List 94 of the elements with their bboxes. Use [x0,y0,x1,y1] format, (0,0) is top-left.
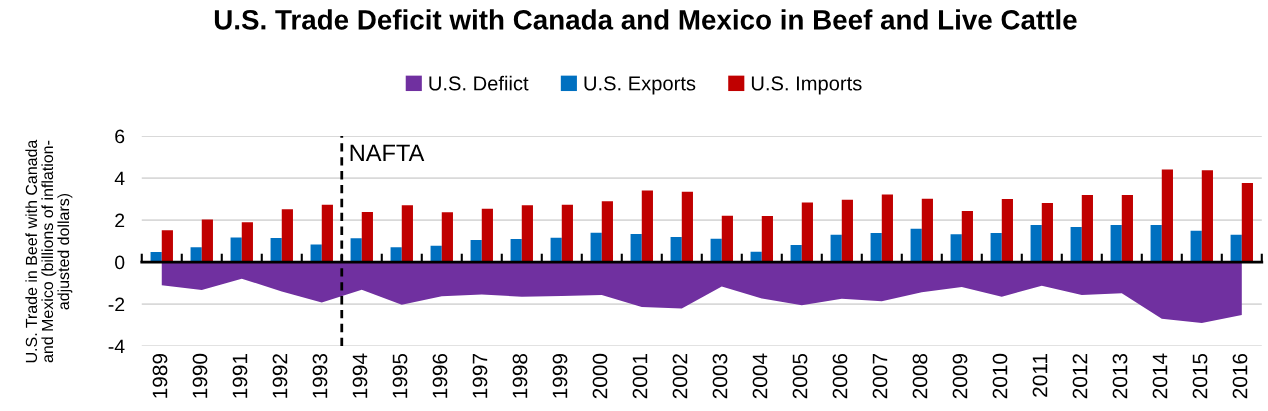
x-tick-label: 2013 [1112,353,1128,399]
bar [1110,225,1122,263]
x-tick-label: 2002 [672,354,688,399]
bar [1081,195,1093,263]
x-tick-label: 2016 [1232,353,1248,399]
bar [190,247,202,263]
x-tick-label: 2015 [1192,353,1208,399]
bar [201,219,213,263]
x-tick-label: 2005 [792,353,808,399]
x-tick-label: 1992 [272,354,288,398]
bar [550,237,562,263]
x-tick-label: 1993 [312,353,328,398]
legend-label: U.S. Imports [751,76,862,95]
bar [161,230,173,263]
bar [830,234,842,263]
bar [801,202,813,263]
bar [681,191,693,263]
bar [670,237,682,263]
bar [281,209,293,263]
x-tick-label: 2004 [752,353,768,399]
x-tick-label: 1995 [392,353,408,398]
bar [721,215,733,263]
bar [630,234,642,263]
bar [590,232,602,263]
bar [310,244,322,263]
bar [870,233,882,263]
bar [241,222,253,263]
x-tick-label: 1996 [432,353,448,398]
x-tick-label: 2007 [872,354,888,399]
bar [1201,170,1213,263]
x-tick-label: 1997 [472,354,488,398]
bar [390,247,402,263]
bar [470,240,482,263]
bar [910,228,922,263]
x-tick-label: 2014 [1152,353,1168,399]
bar [841,199,853,263]
x-tick-label: 2003 [712,353,728,399]
bar [881,194,893,263]
x-tick-label: 1989 [152,353,168,398]
x-tick-label: 2009 [952,353,968,399]
bar [1001,199,1013,263]
x-tick-label: 1994 [352,353,368,398]
y-tick-label: 4 [114,171,125,186]
bar [950,234,962,263]
bar [270,238,282,263]
y-axis-title: U.S. Trade in Beef with Canada and Mexico (billions of inflation- adjusted dollars) [25,139,73,363]
bar [761,216,773,263]
bar [790,245,802,263]
chart-title: U.S. Trade Deficit with Canada and Mexico in Beef and Live Cattle [214,9,1077,30]
y-tick-label: 2 [115,213,125,228]
bar [481,208,493,263]
bar [1150,225,1162,263]
y-tick-label: 0 [115,255,125,270]
x-tick-label: 2006 [832,353,848,399]
bar [521,205,533,263]
bar [1230,234,1242,263]
x-tick-label: 2010 [992,353,1008,399]
bar [601,201,613,263]
x-tick-label: 1999 [552,353,568,398]
bar [321,204,333,263]
bar [361,212,373,263]
bar [921,198,933,263]
x-tick-label: 2012 [1072,354,1088,399]
bar [1190,230,1202,263]
bar [1121,195,1133,263]
bar [1241,183,1253,263]
bar [1041,203,1053,263]
bar [510,238,522,263]
bar [990,233,1002,263]
x-tick-label: 1990 [192,353,208,398]
x-tick-label: 2001 [632,354,648,399]
x-tick-label: 2000 [592,353,608,399]
bar [1030,225,1042,263]
bar [710,238,722,263]
bar [561,204,573,263]
x-tick-label: 1998 [512,353,528,398]
y-tick-label: -2 [108,297,125,312]
bar [961,211,973,263]
legend-label: U.S. Defiict [429,75,529,91]
bar [430,245,442,263]
y-tick-label: 6 [115,129,125,144]
x-tick-label: 1991 [232,354,248,398]
bar [441,212,453,263]
bar [350,238,362,263]
x-tick-label: 2011 [1032,354,1048,397]
bar [1070,226,1082,263]
bar [230,237,242,263]
x-tick-label: 2008 [912,353,928,399]
bar [641,190,653,263]
bar [401,205,413,263]
legend-label: U.S. Exports [584,76,696,95]
ref-line-label: NAFTA [350,144,425,162]
bar [1161,169,1173,263]
y-tick-label: -4 [108,339,125,354]
